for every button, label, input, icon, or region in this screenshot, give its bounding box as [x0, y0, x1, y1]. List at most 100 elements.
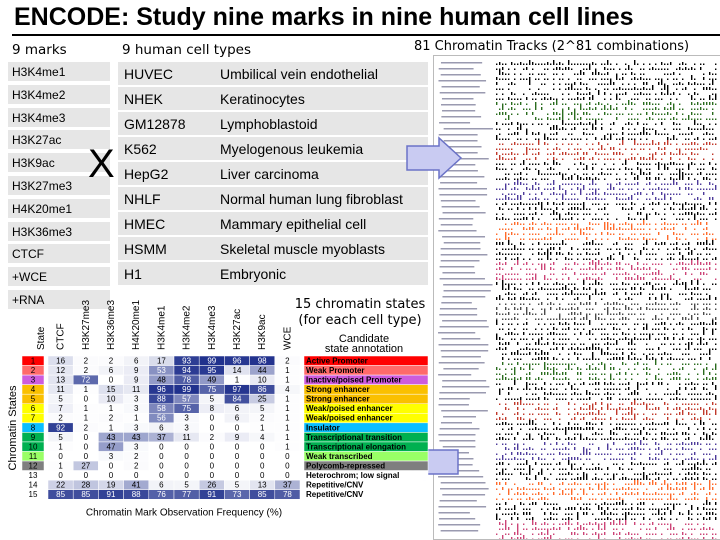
track-signal-bar — [709, 398, 711, 400]
track-signal-bar — [610, 423, 612, 425]
track-signal-bar — [607, 133, 609, 135]
track-signal-bar — [709, 118, 711, 120]
track-signal-bar — [532, 178, 534, 180]
track-signal-bar — [652, 353, 654, 355]
track-signal-bar — [616, 340, 618, 345]
track-signal-bar — [586, 112, 588, 115]
track-signal-bar — [619, 438, 621, 440]
track-signal-bar — [529, 497, 531, 500]
track-signal-bar — [649, 523, 651, 525]
track-signal-bar — [670, 510, 672, 515]
track-signal-bar — [502, 528, 504, 530]
track-signal-bar — [622, 193, 624, 195]
track-signal-bar — [508, 78, 510, 80]
track-signal-bar — [517, 173, 519, 175]
track-signal-bar — [529, 163, 531, 165]
track-signal-bar — [589, 427, 591, 430]
track-signal-bar — [613, 187, 615, 190]
track-signal-bar — [709, 418, 711, 420]
track-signal-bar — [565, 393, 567, 395]
track-signal-bar — [661, 242, 663, 245]
track-signal-bar — [565, 198, 567, 200]
track-signal-bar — [565, 243, 567, 245]
track-signal-bar — [655, 433, 657, 435]
track-signal-bar — [673, 377, 675, 380]
track-signal-bar — [529, 88, 531, 90]
track-signal-bar — [712, 173, 714, 175]
track-signal-bar — [682, 83, 684, 85]
track-signal-bar — [706, 148, 708, 150]
heatmap-value: 86 — [258, 385, 267, 394]
track-signal-bar — [697, 323, 699, 325]
track-signal-bar — [715, 168, 717, 170]
track-signal-bar — [652, 503, 654, 505]
track-signal-bar — [538, 528, 540, 530]
track-signal-bar — [637, 175, 639, 180]
track-signal-bar — [664, 333, 666, 335]
track-signal-bar — [586, 208, 588, 210]
track-signal-bar — [712, 448, 714, 450]
track-signal-bar — [610, 158, 612, 160]
track-signal-bar — [559, 423, 561, 425]
track-signal-bar — [502, 248, 504, 250]
track-signal-bar — [616, 218, 618, 220]
track-signal-bar — [589, 227, 591, 230]
track-signal-bar — [580, 477, 582, 480]
track-signal-bar — [574, 203, 576, 205]
track-signal-bar — [562, 158, 564, 160]
track-signal-bar — [499, 242, 501, 245]
track-signal-bar — [664, 402, 666, 405]
track-signal-bar — [643, 418, 645, 420]
track-signal-bar — [583, 293, 585, 295]
track-signal-bar — [583, 503, 585, 505]
track-signal-bar — [544, 283, 546, 285]
track-signal-bar — [601, 73, 603, 75]
track-signal-bar — [604, 135, 606, 140]
track-signal-bar — [547, 393, 549, 395]
track-signal-bar — [703, 228, 705, 230]
track-signal-bar — [583, 278, 585, 280]
track-signal-bar — [631, 102, 633, 105]
heatmap-value: 0 — [260, 452, 265, 461]
track-signal-bar — [565, 343, 567, 345]
track-signal-bar — [703, 427, 705, 430]
track-signal-bar — [511, 363, 513, 365]
track-signal-bar — [712, 463, 714, 465]
track-signal-bar — [691, 233, 693, 235]
track-signal-bar — [589, 177, 591, 180]
track-signal-bar — [694, 148, 696, 150]
track-signal-bar — [547, 493, 549, 495]
track-signal-bar — [565, 308, 567, 310]
track-label-line — [438, 476, 484, 478]
track-signal-bar — [640, 218, 642, 220]
heatmap-value: 5 — [210, 395, 215, 404]
track-signal-bar — [607, 193, 609, 195]
track-signal-bar — [577, 113, 579, 115]
track-signal-bar — [697, 242, 699, 245]
track-signal-bar — [691, 162, 693, 165]
track-signal-bar — [550, 173, 552, 175]
track-signal-bar — [553, 187, 555, 190]
track-signal-bar — [526, 158, 528, 160]
track-signal-bar — [562, 228, 564, 230]
track-signal-bar — [679, 158, 681, 160]
track-signal-bar — [691, 483, 693, 485]
track-signal-bar — [691, 207, 693, 210]
track-signal-bar — [568, 382, 570, 385]
track-signal-bar — [676, 390, 678, 395]
track-signal-bar — [559, 373, 561, 375]
track-signal-bar — [613, 302, 615, 305]
track-signal-bar — [673, 162, 675, 165]
track-signal-bar — [700, 443, 702, 445]
track-signal-bar — [499, 178, 501, 180]
track-signal-bar — [679, 383, 681, 385]
heatmap-value: 0 — [109, 461, 114, 470]
track-signal-bar — [634, 313, 636, 315]
track-signal-bar — [544, 178, 546, 180]
track-signal-bar — [571, 363, 573, 365]
heatmap-value: 2 — [109, 414, 114, 423]
track-signal-bar — [649, 348, 651, 350]
track-signal-bar — [574, 223, 576, 225]
track-signal-bar — [646, 132, 648, 135]
track-signal-bar — [529, 188, 531, 190]
